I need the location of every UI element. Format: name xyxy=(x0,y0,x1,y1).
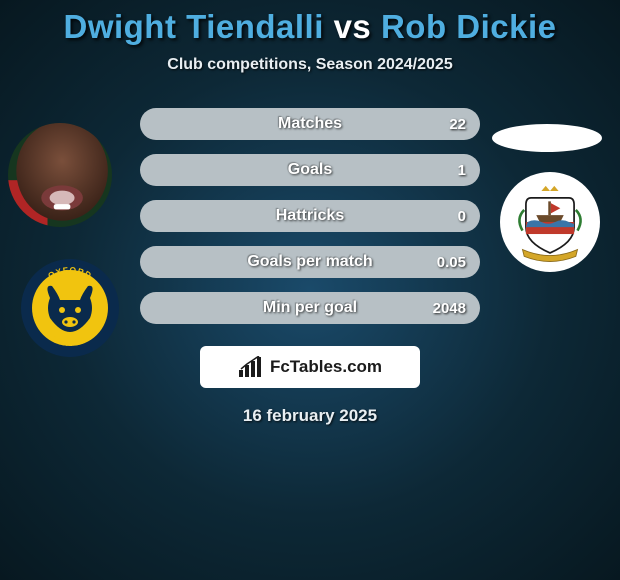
stat-value: 1 xyxy=(458,162,466,179)
stat-pill: Goals per match0.05 xyxy=(140,246,480,278)
stat-label: Hattricks xyxy=(140,207,480,225)
vs-word: vs xyxy=(334,8,372,45)
stat-label: Goals per match xyxy=(140,253,480,271)
crest-graphic xyxy=(507,179,593,265)
player2-club-crest xyxy=(500,172,600,272)
content-root: Dwight Tiendalli vs Rob Dickie Club comp… xyxy=(0,0,620,580)
stat-pill: Min per goal2048 xyxy=(140,292,480,324)
stat-value: 0.05 xyxy=(437,254,466,271)
stat-pill: Hattricks0 xyxy=(140,200,480,232)
player1-club-logo: OXFORD UNITED xyxy=(20,258,120,358)
oxford-logo-graphic: OXFORD UNITED xyxy=(20,258,120,358)
brand-text: FcTables.com xyxy=(270,357,382,377)
stat-label: Min per goal xyxy=(140,299,480,317)
stat-label: Goals xyxy=(140,161,480,179)
stat-value: 22 xyxy=(449,116,466,133)
avatar-graphic xyxy=(8,123,112,227)
stat-pill: Matches22 xyxy=(140,108,480,140)
brand-box[interactable]: FcTables.com xyxy=(200,346,420,388)
date-text: 16 february 2025 xyxy=(243,406,377,426)
stat-pill: Goals1 xyxy=(140,154,480,186)
bar-chart-icon xyxy=(238,356,264,378)
page-title: Dwight Tiendalli vs Rob Dickie xyxy=(63,8,556,46)
player1-avatar xyxy=(8,123,112,227)
player1-name: Dwight Tiendalli xyxy=(63,8,323,45)
stat-value: 0 xyxy=(458,208,466,225)
player2-placeholder-oval xyxy=(492,124,602,152)
stat-value: 2048 xyxy=(433,300,466,317)
player2-name: Rob Dickie xyxy=(381,8,557,45)
stat-label: Matches xyxy=(140,115,480,133)
subtitle: Club competitions, Season 2024/2025 xyxy=(167,56,452,74)
